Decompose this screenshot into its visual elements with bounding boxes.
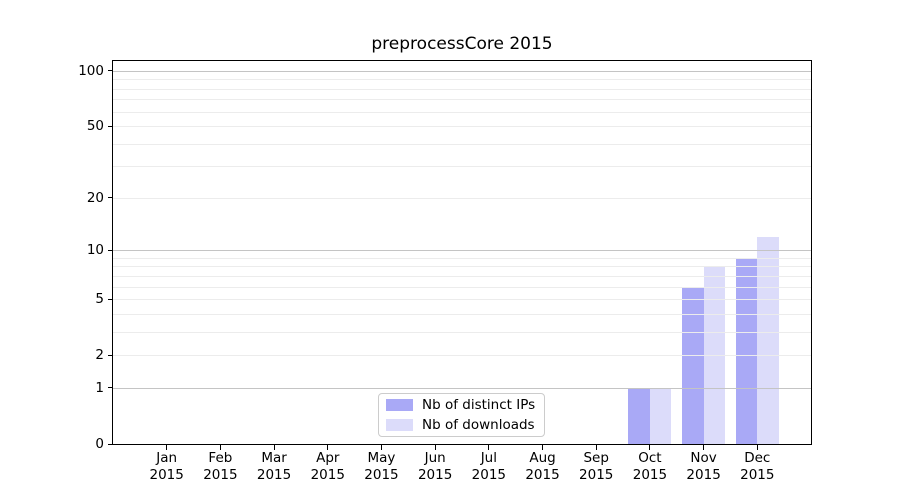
gridline-90 <box>113 79 811 81</box>
x-tick-mark-oct <box>649 445 651 450</box>
gridline-4 <box>113 313 811 315</box>
x-tick-year: 2015 <box>203 466 238 483</box>
gridline-2 <box>113 355 811 357</box>
x-tick-month: Aug <box>529 450 556 466</box>
x-tick-year: 2015 <box>149 466 184 483</box>
x-tick-label-jul: Jul 2015 <box>457 450 521 483</box>
y-tick-label-5: 5 <box>95 291 104 308</box>
legend-label-distinct-ips: Nb of distinct IPs <box>422 397 536 413</box>
x-tick-label-jan: Jan 2015 <box>135 450 199 483</box>
x-tick-year: 2015 <box>364 466 399 483</box>
gridline-100 <box>113 70 811 72</box>
legend-item-downloads: Nb of downloads <box>386 415 544 435</box>
x-tick-label-aug: Aug 2015 <box>511 450 575 483</box>
y-tick-mark-1 <box>108 387 112 389</box>
y-tick-label-20: 20 <box>86 189 104 206</box>
x-tick-year: 2015 <box>686 466 721 483</box>
y-tick-label-100: 100 <box>78 62 104 79</box>
y-tick-mark-50 <box>108 125 112 127</box>
gridline-50 <box>113 126 811 128</box>
x-tick-year: 2015 <box>740 466 775 483</box>
y-tick-mark-2 <box>108 354 112 356</box>
legend-item-distinct-ips: Nb of distinct IPs <box>386 395 544 415</box>
x-tick-label-may: May 2015 <box>349 450 413 483</box>
gridline-70 <box>113 99 811 101</box>
legend-swatch-downloads <box>386 419 413 431</box>
x-tick-month: Oct <box>638 450 662 466</box>
legend-swatch-distinct-ips <box>386 399 413 411</box>
plot-content-layer <box>113 61 811 444</box>
gridline-40 <box>113 143 811 145</box>
x-tick-month: May <box>367 450 396 466</box>
y-tick-label-50: 50 <box>86 118 104 135</box>
x-tick-mark-jul <box>488 445 490 450</box>
gridline-9 <box>113 257 811 259</box>
chart-title: preprocessCore 2015 <box>371 34 553 54</box>
x-tick-month: Jan <box>156 450 178 466</box>
x-tick-mark-feb <box>219 445 221 450</box>
y-tick-label-2: 2 <box>95 347 104 364</box>
x-tick-month: Dec <box>744 450 771 466</box>
gridline-30 <box>113 166 811 168</box>
y-tick-label-0: 0 <box>95 436 104 452</box>
x-tick-year: 2015 <box>310 466 345 483</box>
y-tick-mark-0 <box>108 443 112 445</box>
legend-label-downloads: Nb of downloads <box>422 417 535 433</box>
y-tick-mark-100 <box>108 70 112 72</box>
y-tick-mark-20 <box>108 197 112 199</box>
x-tick-mark-aug <box>542 445 544 450</box>
x-tick-mark-jun <box>434 445 436 450</box>
x-tick-label-dec: Dec 2015 <box>725 450 789 483</box>
y-tick-mark-5 <box>108 298 112 300</box>
y-tick-label-10: 10 <box>86 242 104 259</box>
x-tick-label-sep: Sep 2015 <box>564 450 628 483</box>
gridline-7 <box>113 275 811 277</box>
x-tick-label-feb: Feb 2015 <box>188 450 252 483</box>
x-tick-month: Nov <box>690 450 717 466</box>
x-tick-year: 2015 <box>632 466 668 483</box>
gridline-3 <box>113 331 811 333</box>
gridline-10 <box>113 250 811 252</box>
x-tick-label-oct: Oct 2015 <box>618 450 682 483</box>
x-tick-month: Sep <box>583 450 609 466</box>
gridline-80 <box>113 88 811 90</box>
x-tick-label-apr: Apr 2015 <box>296 450 360 483</box>
y-tick-mark-10 <box>108 249 112 251</box>
bar-nov-downloads <box>703 266 726 444</box>
x-tick-month: Jun <box>424 450 446 466</box>
bar-oct-ips <box>628 387 650 444</box>
gridline-5 <box>113 299 811 301</box>
x-tick-mark-sep <box>595 445 597 450</box>
x-tick-month: Jul <box>480 450 497 466</box>
gridline-8 <box>113 266 811 268</box>
bar-oct-downloads <box>649 387 672 444</box>
x-tick-mark-mar <box>273 445 275 450</box>
x-tick-year: 2015 <box>471 466 507 483</box>
bar-dec-ips <box>735 257 758 444</box>
x-tick-year: 2015 <box>417 466 453 483</box>
x-tick-month: Apr <box>316 450 340 466</box>
x-tick-year: 2015 <box>256 466 292 483</box>
gridline-6 <box>113 286 811 288</box>
gridline-1 <box>113 387 811 389</box>
x-tick-mark-apr <box>327 445 329 450</box>
gridline-60 <box>113 111 811 113</box>
y-tick-label-1: 1 <box>95 379 104 396</box>
x-tick-mark-jan <box>166 445 168 450</box>
bar-dec-downloads <box>757 236 779 444</box>
gridline-20 <box>113 197 811 199</box>
x-tick-label-nov: Nov 2015 <box>672 450 736 483</box>
x-tick-label-mar: Mar 2015 <box>242 450 306 483</box>
x-tick-month: Feb <box>208 450 233 466</box>
x-tick-year: 2015 <box>579 466 614 483</box>
bar-nov-ips <box>682 286 704 444</box>
x-tick-mark-nov <box>703 445 705 450</box>
legend: Nb of distinct IPs Nb of downloads <box>378 393 545 437</box>
x-tick-month: Mar <box>261 450 287 466</box>
x-tick-mark-may <box>380 445 382 450</box>
x-tick-mark-dec <box>756 445 758 450</box>
x-tick-year: 2015 <box>525 466 560 483</box>
x-tick-label-jun: Jun 2015 <box>403 450 467 483</box>
